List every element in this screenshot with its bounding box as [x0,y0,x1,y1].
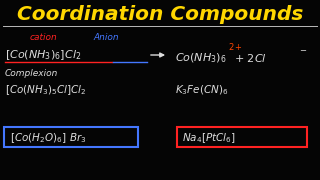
Text: $K_3Fe(CN)_6$: $K_3Fe(CN)_6$ [175,83,228,97]
Text: cation: cation [30,33,58,42]
Text: $Na_4[PtCl_6]$: $Na_4[PtCl_6]$ [182,131,236,145]
Text: $[Co(NH_3)_6]Cl_2$: $[Co(NH_3)_6]Cl_2$ [5,48,81,62]
Bar [4,127,138,147]
Text: $[Co(H_2O)_6] \ Br_3$: $[Co(H_2O)_6] \ Br_3$ [10,131,86,145]
Text: $-$: $-$ [299,44,307,53]
Text: $Co(NH_3)_6$: $Co(NH_3)_6$ [175,51,227,65]
Text: Complexion: Complexion [5,69,58,78]
Text: $2+$: $2+$ [228,42,243,53]
Text: Anion: Anion [93,33,119,42]
Bar [177,127,307,147]
Text: Coordination Compounds: Coordination Compounds [17,6,303,24]
Text: $+ \ 2Cl$: $+ \ 2Cl$ [234,52,267,64]
Text: $[Co(NH_3)_5Cl]Cl_2$: $[Co(NH_3)_5Cl]Cl_2$ [5,83,86,97]
